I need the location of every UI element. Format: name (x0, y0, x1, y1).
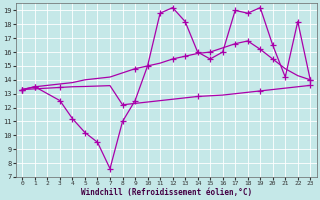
X-axis label: Windchill (Refroidissement éolien,°C): Windchill (Refroidissement éolien,°C) (81, 188, 252, 197)
